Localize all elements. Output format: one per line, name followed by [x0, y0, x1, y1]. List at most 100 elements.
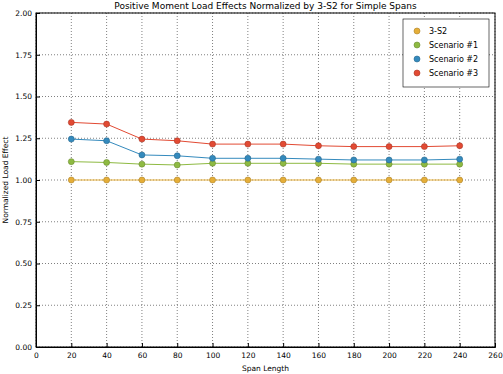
series-layer	[68, 119, 462, 183]
data-point	[104, 121, 110, 127]
data-point	[174, 153, 180, 159]
tick-mark	[36, 55, 40, 56]
tick-mark	[36, 222, 40, 223]
data-point	[245, 141, 251, 147]
data-point	[457, 143, 463, 149]
plot: 0204060801001201401601802002202402600.00…	[15, 9, 503, 360]
data-point	[421, 177, 427, 183]
tick: 120	[241, 343, 256, 360]
data-point	[245, 155, 251, 161]
tick-label: 0.00	[15, 343, 32, 352]
data-point	[174, 138, 180, 144]
tick-mark	[354, 343, 355, 347]
data-point	[351, 157, 357, 163]
tick-mark	[107, 343, 108, 347]
tick-label: 60	[138, 351, 148, 360]
data-point	[104, 177, 110, 183]
legend: 3-S2 Scenario #1 Scenario #2 Scenario #3	[403, 19, 489, 87]
legend-box	[403, 19, 489, 87]
data-point	[68, 119, 74, 125]
legend-label: Scenario #2	[429, 55, 478, 64]
tick-mark	[389, 343, 390, 347]
data-point	[174, 177, 180, 183]
data-point	[280, 155, 286, 161]
legend-marker	[414, 70, 420, 76]
data-point	[351, 177, 357, 183]
y-grid-line	[36, 96, 495, 97]
data-point	[68, 136, 74, 142]
axis-line	[37, 14, 41, 348]
tick-label: 0.75	[15, 218, 32, 227]
tick: 200	[382, 343, 397, 360]
data-point	[68, 159, 74, 165]
tick-mark	[213, 343, 214, 347]
tick-mark	[142, 343, 143, 347]
legend-label: Scenario #1	[429, 41, 478, 50]
tick-label: 1.00	[15, 176, 32, 185]
tick: 100	[206, 343, 221, 360]
legend-label: 3-S2	[429, 27, 447, 36]
tick-mark	[283, 343, 284, 347]
tick: 20	[67, 343, 77, 360]
y-grid-line	[36, 263, 495, 264]
tick-label: 1.75	[15, 51, 32, 60]
x-axis-title: Span Length	[242, 364, 289, 373]
tick-mark	[36, 138, 40, 139]
tick: 180	[347, 343, 362, 360]
series-line	[71, 162, 459, 165]
tick-mark	[177, 343, 178, 347]
tick-mark	[318, 343, 319, 347]
tick: 260	[488, 343, 503, 360]
y-grid-line	[36, 221, 495, 222]
tick: 60	[138, 343, 148, 360]
tick-label: 40	[102, 351, 112, 360]
tick-label: 0.25	[15, 301, 32, 310]
tick-label: 200	[382, 351, 397, 360]
tick-mark	[36, 97, 40, 98]
tick-mark	[36, 305, 40, 306]
data-point	[386, 144, 392, 150]
data-point	[139, 177, 145, 183]
tick-label: 120	[241, 351, 256, 360]
tick: 140	[276, 343, 291, 360]
tick-label: 160	[312, 351, 327, 360]
data-point	[315, 156, 321, 162]
y-axis-title: Normalized Load Effect	[1, 137, 10, 224]
data-point	[351, 144, 357, 150]
data-point	[280, 141, 286, 147]
data-point	[315, 143, 321, 149]
data-point	[210, 177, 216, 183]
legend-label: Scenario #3	[429, 69, 478, 78]
data-point	[210, 141, 216, 147]
data-point	[245, 177, 251, 183]
data-point	[421, 144, 427, 150]
tick: 80	[173, 343, 183, 360]
data-point	[139, 152, 145, 158]
tick: 240	[453, 343, 468, 360]
data-point	[174, 162, 180, 168]
data-point	[210, 155, 216, 161]
tick-label: 220	[418, 351, 433, 360]
series-line	[71, 139, 459, 160]
data-point	[457, 156, 463, 162]
data-point	[104, 138, 110, 144]
tick-label: 2.00	[15, 9, 32, 18]
series-line	[71, 122, 459, 146]
data-point	[421, 157, 427, 163]
y-grid-line	[36, 305, 495, 306]
tick-label: 260	[488, 351, 503, 360]
tick: 40	[102, 343, 112, 360]
tick-label: 100	[206, 351, 221, 360]
legend-marker	[414, 42, 420, 48]
data-point	[457, 177, 463, 183]
plot-frame	[36, 13, 495, 347]
grid	[36, 13, 495, 347]
title: Positive Moment Load Effects Normalized …	[114, 1, 417, 11]
tick-label: 20	[67, 351, 77, 360]
data-point	[139, 136, 145, 142]
tick: 220	[418, 343, 433, 360]
data-point	[104, 159, 110, 165]
data-point	[68, 177, 74, 183]
tick-mark	[36, 180, 40, 181]
tick-mark	[248, 343, 249, 347]
